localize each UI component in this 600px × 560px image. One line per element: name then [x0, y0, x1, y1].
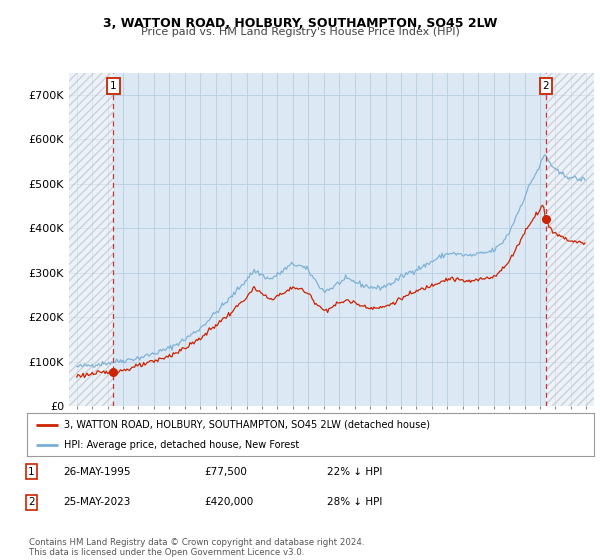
Bar: [69, 73, 113, 406]
Text: Price paid vs. HM Land Registry's House Price Index (HPI): Price paid vs. HM Land Registry's House …: [140, 27, 460, 37]
Text: £420,000: £420,000: [204, 497, 253, 507]
Text: 28% ↓ HPI: 28% ↓ HPI: [327, 497, 382, 507]
Text: 2: 2: [542, 81, 549, 91]
Text: Contains HM Land Registry data © Crown copyright and database right 2024.
This d: Contains HM Land Registry data © Crown c…: [29, 538, 364, 557]
Text: HPI: Average price, detached house, New Forest: HPI: Average price, detached house, New …: [64, 441, 299, 450]
Text: £77,500: £77,500: [204, 466, 247, 477]
Text: 1: 1: [28, 466, 35, 477]
Text: 2: 2: [28, 497, 35, 507]
Text: 25-MAY-2023: 25-MAY-2023: [63, 497, 130, 507]
Text: 22% ↓ HPI: 22% ↓ HPI: [327, 466, 382, 477]
Text: 26-MAY-1995: 26-MAY-1995: [63, 466, 131, 477]
Text: 3, WATTON ROAD, HOLBURY, SOUTHAMPTON, SO45 2LW: 3, WATTON ROAD, HOLBURY, SOUTHAMPTON, SO…: [103, 17, 497, 30]
Text: 3, WATTON ROAD, HOLBURY, SOUTHAMPTON, SO45 2LW (detached house): 3, WATTON ROAD, HOLBURY, SOUTHAMPTON, SO…: [64, 419, 430, 430]
Text: 1: 1: [110, 81, 117, 91]
Bar: [546, 73, 594, 406]
